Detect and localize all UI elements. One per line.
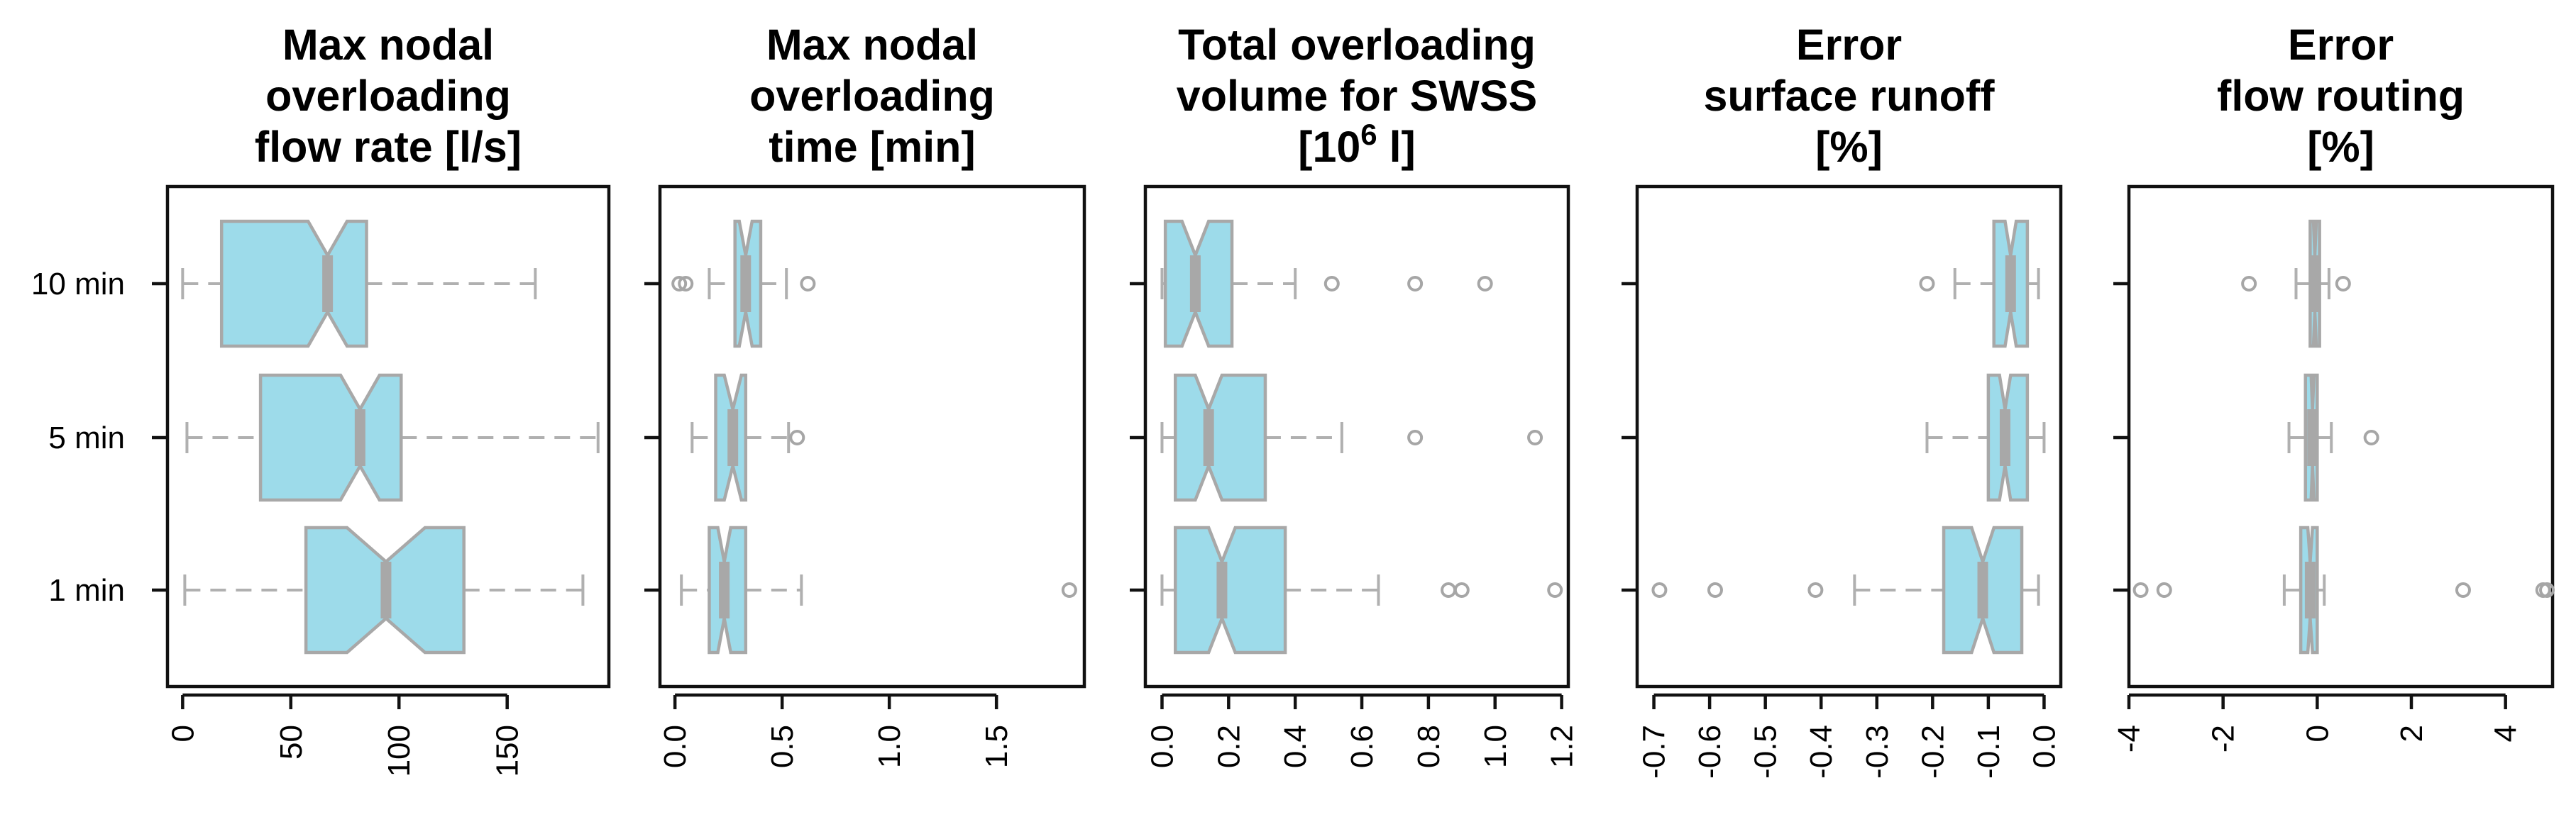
outlier-point <box>1651 582 1668 598</box>
outlier-point <box>2132 582 2149 598</box>
panel-title-units: [106 l] <box>1298 118 1416 171</box>
x-tick-label: 4 <box>2489 725 2523 742</box>
box-5-min <box>690 373 805 502</box>
box-1-min <box>2132 526 2555 655</box>
outlier-point <box>2455 582 2471 598</box>
outlier-point <box>1477 276 1493 291</box>
box-10-min <box>181 219 537 348</box>
panel-title-line: overloading <box>265 72 511 120</box>
x-tick-label: 100 <box>382 725 417 777</box>
outlier-point <box>2335 276 2351 291</box>
x-tick-label: 0.5 <box>765 725 800 768</box>
panel-title-line: Total overloading <box>1178 21 1536 69</box>
category-label: 1 min <box>48 573 125 608</box>
panel-title-line: [%] <box>1815 123 1883 171</box>
outlier-point <box>671 276 688 291</box>
box-10-min <box>671 219 816 348</box>
panel-title-line: flow routing <box>2217 72 2465 120</box>
box-1-min <box>680 526 1077 655</box>
box-5-min <box>2287 373 2379 502</box>
x-tick-label: 0.0 <box>2027 725 2062 768</box>
outlier-point <box>1323 276 1340 291</box>
x-tick-label: -4 <box>2112 725 2147 752</box>
x-tick-label: 0.4 <box>1278 725 1313 768</box>
outlier-point <box>1707 582 1723 598</box>
panel-title-line: Error <box>2288 21 2394 69</box>
panel-title-line: flow rate [l/s] <box>255 123 522 171</box>
category-label: 5 min <box>48 421 125 455</box>
panel-title-line: surface runoff <box>1703 72 1995 120</box>
x-tick-label: -0.5 <box>1749 725 1783 779</box>
outlier-point <box>2539 582 2555 598</box>
x-tick-label: -2 <box>2206 725 2241 752</box>
category-label: 10 min <box>31 267 125 301</box>
box-1-min <box>1160 526 1563 655</box>
box-1-min <box>183 526 585 655</box>
plot-frame <box>2127 184 2555 689</box>
x-tick-label: 0 <box>2300 725 2335 742</box>
x-tick-label: 0.0 <box>1145 725 1179 768</box>
x-tick-label: 1.0 <box>1478 725 1513 768</box>
outlier-point <box>1807 582 1824 598</box>
outlier-point <box>1061 582 1077 598</box>
outlier-point <box>800 276 816 291</box>
x-tick-label: -0.1 <box>1971 725 2006 779</box>
x-tick-label: 0.0 <box>658 725 693 768</box>
x-tick-label: 0.2 <box>1211 725 1246 768</box>
outlier-point <box>1919 276 1935 291</box>
x-tick-label: 50 <box>274 725 309 760</box>
x-tick-label: 1.0 <box>872 725 907 768</box>
notched-box <box>219 219 368 348</box>
outlier-point <box>2156 582 2172 598</box>
box-5-min <box>1925 373 2046 502</box>
panel-title-line: Max nodal <box>766 21 978 69</box>
outlier-point <box>1441 582 1457 598</box>
outlier-point <box>2241 276 2257 291</box>
x-tick-label: -0.3 <box>1860 725 1895 779</box>
x-tick-label: 1.5 <box>979 725 1014 768</box>
box-5-min <box>1160 373 1543 502</box>
x-tick-label: -0.4 <box>1804 725 1839 779</box>
outlier-point <box>678 276 694 291</box>
panel-title-line: volume for SWSS <box>1177 72 1537 120</box>
x-tick-label: -0.6 <box>1692 725 1727 779</box>
outlier-point <box>789 430 805 445</box>
outlier-point <box>1407 276 1424 291</box>
notched-box <box>1173 373 1267 502</box>
panel-title-line: Error <box>1796 21 1902 69</box>
outlier-point <box>1453 582 1470 598</box>
outlier-point <box>1547 582 1563 598</box>
box-10-min <box>1160 219 1493 348</box>
outlier-point <box>1407 430 1424 445</box>
panel-title-line: Max nodal <box>282 21 494 69</box>
box-1-min <box>1651 526 2040 655</box>
panel-title-line: [%] <box>2307 123 2374 171</box>
notched-box <box>258 373 403 502</box>
x-tick-label: 0 <box>165 725 200 742</box>
x-tick-label: 150 <box>490 725 525 777</box>
panel-title-line: overloading <box>749 72 995 120</box>
box-5-min <box>185 373 600 502</box>
panel-title-line: time [min] <box>769 123 975 171</box>
outlier-point <box>1527 430 1543 445</box>
x-tick-label: 1.2 <box>1545 725 1580 768</box>
x-tick-label: -0.7 <box>1637 725 1672 779</box>
x-tick-label: -0.2 <box>1915 725 1950 779</box>
box-10-min <box>1919 219 2040 348</box>
x-tick-label: 0.8 <box>1411 725 1446 768</box>
box-10-min <box>2241 219 2351 348</box>
x-tick-label: 2 <box>2394 725 2429 742</box>
notched-box <box>1173 526 1287 655</box>
x-tick-label: 0.6 <box>1345 725 1380 768</box>
outlier-point <box>2363 430 2379 445</box>
